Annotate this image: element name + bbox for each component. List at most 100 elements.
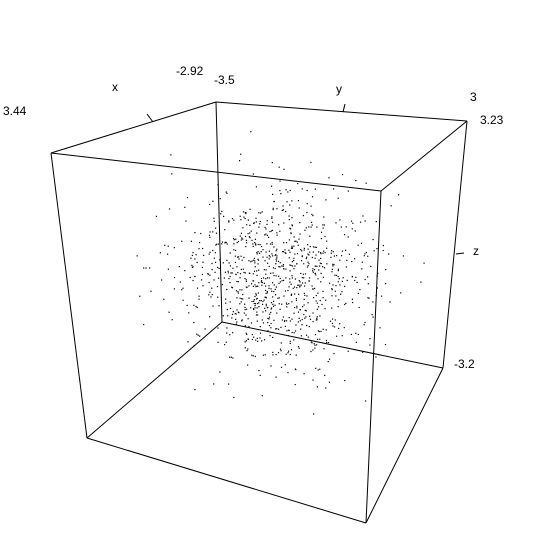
data-point (326, 240, 328, 242)
data-point (314, 272, 316, 274)
data-point (229, 252, 231, 254)
data-point (362, 215, 364, 217)
data-point (351, 298, 353, 300)
data-point (270, 311, 272, 314)
data-point (346, 259, 348, 261)
data-point (337, 275, 339, 278)
data-point (245, 212, 247, 214)
box-edge-7 (380, 120, 468, 192)
data-point (331, 318, 334, 320)
data-point (202, 261, 204, 263)
data-point (271, 229, 274, 231)
data-point (229, 301, 231, 303)
data-point (290, 294, 293, 296)
data-point (288, 316, 290, 319)
data-point (254, 307, 256, 309)
data-point (276, 248, 278, 250)
data-point (136, 255, 138, 257)
data-point (288, 329, 290, 331)
data-point (351, 261, 353, 263)
data-point (332, 263, 334, 265)
data-point (331, 288, 333, 290)
data-point (304, 294, 306, 296)
data-point (192, 251, 194, 254)
data-point (259, 223, 261, 225)
data-point (299, 320, 301, 322)
data-point (305, 257, 307, 260)
data-point (312, 379, 314, 381)
data-point (199, 335, 201, 337)
data-point (354, 279, 356, 282)
axis-labels: x y z (112, 80, 479, 258)
data-point (397, 194, 400, 196)
box-edge-5 (50, 101, 217, 154)
data-point (215, 227, 217, 229)
data-point (327, 341, 330, 344)
data-point (325, 199, 327, 201)
data-point (279, 180, 281, 182)
data-point (285, 241, 288, 244)
data-point (372, 238, 374, 241)
data-point (376, 248, 378, 250)
data-point (241, 237, 243, 239)
data-point (271, 282, 274, 284)
data-point (246, 333, 248, 336)
data-point (299, 222, 301, 224)
data-point (215, 243, 218, 245)
data-point (193, 321, 195, 324)
data-point (250, 322, 253, 324)
data-point (256, 251, 258, 254)
data-point (345, 226, 347, 228)
data-point (316, 319, 318, 321)
data-point (314, 188, 316, 190)
data-point (307, 253, 309, 255)
data-point (317, 278, 319, 280)
data-point (315, 367, 317, 369)
z-max-tick-label: 3.23 (480, 113, 504, 127)
data-point (320, 281, 322, 283)
data-point (253, 299, 255, 301)
data-point (329, 320, 332, 322)
data-point (285, 302, 288, 304)
data-point (255, 298, 258, 300)
data-point (307, 248, 309, 250)
data-point (191, 264, 193, 267)
data-point (294, 307, 296, 309)
data-point (291, 261, 293, 263)
data-point (271, 185, 273, 187)
data-point (288, 219, 290, 221)
data-point (278, 303, 280, 305)
data-point (171, 173, 173, 175)
data-point (355, 341, 357, 343)
data-point (252, 280, 254, 282)
data-point (290, 293, 293, 295)
data-point (275, 328, 277, 330)
data-point (145, 267, 147, 269)
data-point (291, 277, 294, 279)
data-point (240, 153, 242, 155)
data-point (184, 270, 186, 272)
data-point (335, 284, 337, 287)
data-point (275, 376, 277, 378)
data-point (273, 274, 275, 277)
data-point (316, 308, 318, 310)
data-point (271, 243, 273, 245)
data-point (267, 236, 270, 238)
data-point (316, 265, 318, 267)
data-point (279, 308, 281, 310)
data-point (308, 280, 310, 282)
data-point (267, 321, 269, 324)
data-point (225, 341, 227, 343)
data-point (231, 317, 233, 319)
data-point (284, 319, 286, 322)
data-point (231, 272, 233, 274)
data-point (283, 168, 285, 170)
data-point (252, 355, 254, 357)
data-point (354, 230, 356, 232)
data-point (316, 302, 318, 304)
data-point (252, 285, 254, 287)
data-point (230, 356, 232, 358)
data-point (294, 240, 296, 242)
data-point (224, 298, 227, 300)
data-point (328, 381, 331, 383)
